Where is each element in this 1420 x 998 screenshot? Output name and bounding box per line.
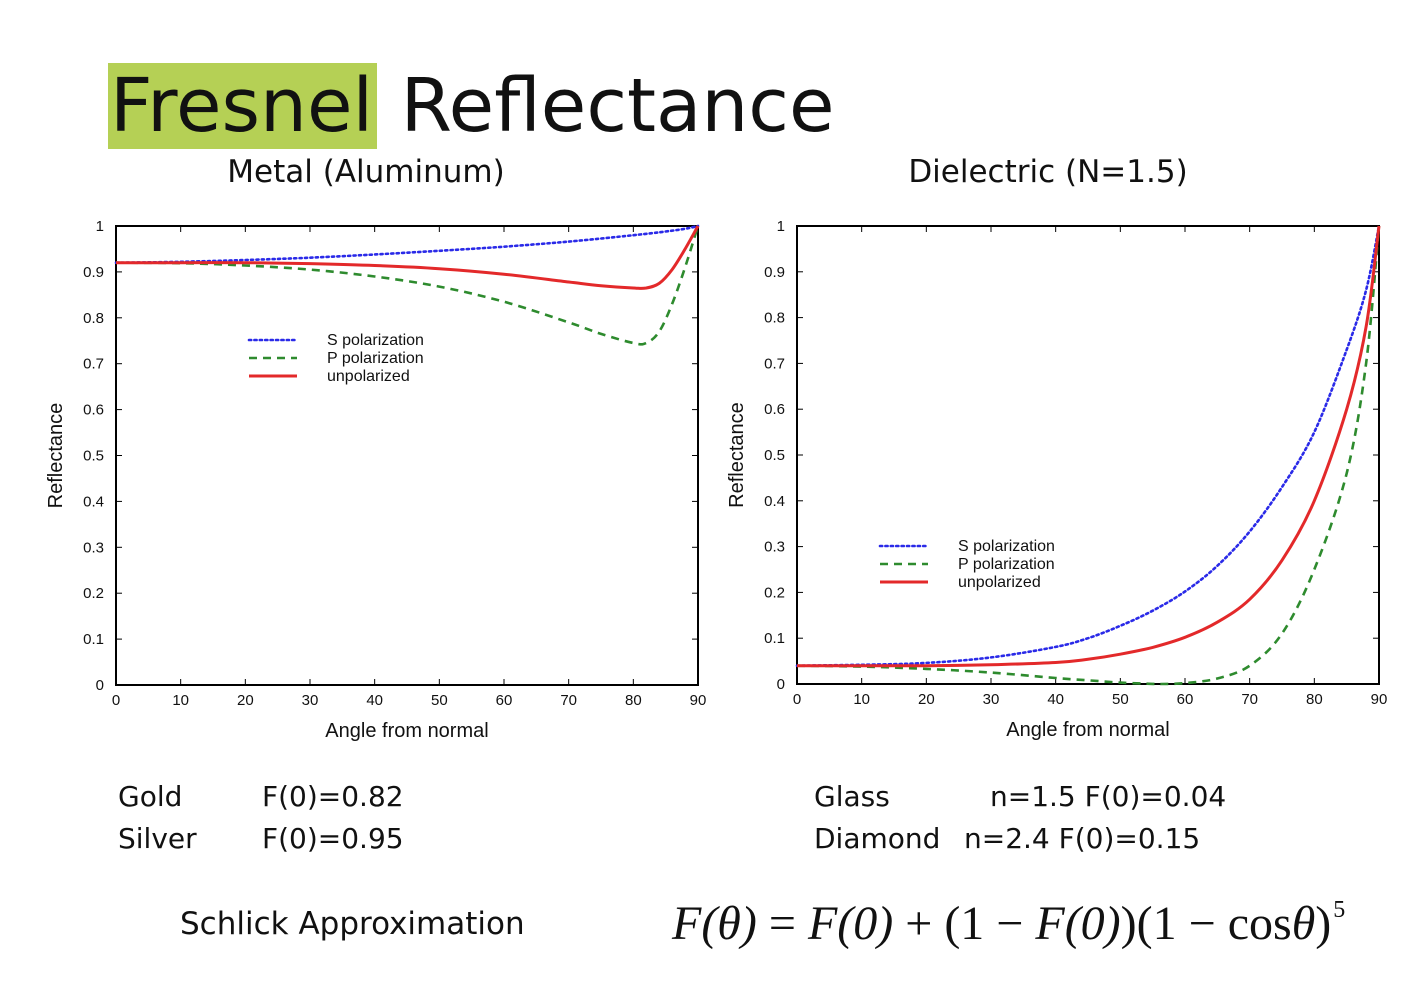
x-tick-label: 20 [918,691,935,708]
schlick-formula: F(θ) = F(0) + (1 − F(0))(1 − cosθ)5 [672,896,1345,951]
slide-title: Fresnel Reflectance [108,52,835,160]
metal-f0-list: Gold F(0)=0.82 Silver F(0)=0.95 [118,776,438,860]
series-unpolarized-line [116,225,700,290]
y-tick-label: 0.9 [83,264,104,281]
legend-label: unpolarized [327,368,410,385]
metal-f0: F(0)=0.82 [262,780,404,813]
dielectric-f0-list: Glass n=1.5 F(0)=0.04 Diamond n=2.4 F(0)… [814,776,1234,860]
formula-end: ) [1315,897,1332,950]
legend-label: S polarization [958,538,1055,555]
y-tick-label: 0.5 [764,447,785,464]
y-tick-label: 0.8 [764,310,785,327]
x-tick-label: 0 [793,691,801,708]
series-unpolarized-line [797,225,1381,668]
dielectric-chart-title: Dielectric (N=1.5) [908,154,1188,190]
dielectric-f0: n=2.4 F(0)=0.15 [964,822,1201,855]
y-tick-label: 0.6 [83,402,104,419]
x-tick-label: 30 [302,692,319,709]
y-tick-label: 0.2 [83,585,104,602]
dielectric-row-glass: Glass n=1.5 F(0)=0.04 [814,776,1234,818]
formula-close: )(1 − cos [1120,897,1292,950]
y-tick-label: 0.9 [764,264,785,281]
x-tick-label: 60 [1177,691,1194,708]
x-tick-label: 50 [1112,691,1129,708]
y-tick-label: 0.3 [83,539,104,556]
formula-term2: F(0) [1035,897,1121,950]
y-tick-label: 0.4 [764,493,785,510]
formula-exponent: 5 [1333,897,1346,923]
schlick-label: Schlick Approximation [180,906,525,942]
x-tick-label: 80 [625,692,642,709]
y-tick-label: 0 [96,677,104,694]
metal-reflectance-chart: 0 10 20 30 40 50 60 70 80 90 0 0.1 0.2 0.3 0.4 0.5 0.6 0.… [45,218,707,742]
x-tick-label: 60 [496,692,513,709]
x-tick-label: 40 [366,692,383,709]
y-tick-label: 0.6 [764,401,785,418]
series-s-polarization-line [795,224,1381,667]
metal-name: Silver [118,822,197,855]
formula-term1: F(0) [807,897,894,950]
x-tick-label: 10 [853,691,870,708]
x-tick-label: 50 [431,692,448,709]
dielectric-name: Diamond [814,822,941,855]
x-tick-label: 40 [1047,691,1064,708]
dielectric-row-diamond: Diamond n=2.4 F(0)=0.15 [814,818,1234,860]
formula-plus: + (1 − [893,897,1036,950]
series-p-polarization-line [796,225,1381,686]
x-tick-label: 0 [112,692,120,709]
y-axis-label: Reflectance [45,403,67,509]
x-tick-label: 10 [172,692,189,709]
y-tick-label: 1 [777,218,785,235]
formula-eq: = [756,897,808,950]
y-tick-label: 0.2 [764,584,785,601]
y-tick-label: 0.7 [764,355,785,372]
y-tick-label: 0 [777,676,785,693]
x-tick-label: 90 [690,692,707,709]
y-tick-label: 0.5 [83,448,104,465]
x-axis-label: Angle from normal [325,720,488,742]
metal-row-silver: Silver F(0)=0.95 [118,818,438,860]
formula-lhs: F(θ) [672,897,757,950]
y-tick-label: 0.8 [83,310,104,327]
metal-row-gold: Gold F(0)=0.82 [118,776,438,818]
metal-chart-title: Metal (Aluminum) [227,154,505,190]
y-tick-label: 0.3 [764,539,785,556]
series-p-polarization-line [115,225,700,346]
x-tick-label: 90 [1371,691,1388,708]
legend-label: S polarization [327,332,424,349]
dielectric-name: Glass [814,780,890,813]
y-tick-label: 1 [96,218,104,235]
y-tick-label: 0.4 [83,493,104,510]
legend-label: P polarization [327,350,424,367]
metal-name: Gold [118,780,183,813]
y-tick-label: 0.1 [83,631,104,648]
legend-label: unpolarized [958,574,1041,591]
title-highlight: Fresnel [108,63,378,149]
x-tick-label: 80 [1306,691,1323,708]
title-rest: Reflectance [400,63,835,149]
dielectric-reflectance-chart: 0 10 20 30 40 50 60 70 80 90 0 0.1 0.2 0.3 0.4 0.5 0.6 0.… [726,218,1388,741]
x-tick-label: 30 [983,691,1000,708]
x-axis-label: Angle from normal [1006,719,1169,741]
metal-f0: F(0)=0.95 [262,822,404,855]
dielectric-f0: n=1.5 F(0)=0.04 [990,780,1227,813]
y-tick-label: 0.1 [764,630,785,647]
x-tick-label: 70 [560,692,577,709]
x-tick-label: 20 [237,692,254,709]
legend-label: P polarization [958,556,1055,573]
plot-frame [115,225,699,686]
series-s-polarization-line [114,224,700,264]
y-tick-label: 0.7 [83,356,104,373]
y-axis-label: Reflectance [726,402,748,508]
formula-theta: θ [1291,897,1316,950]
x-tick-label: 70 [1241,691,1258,708]
